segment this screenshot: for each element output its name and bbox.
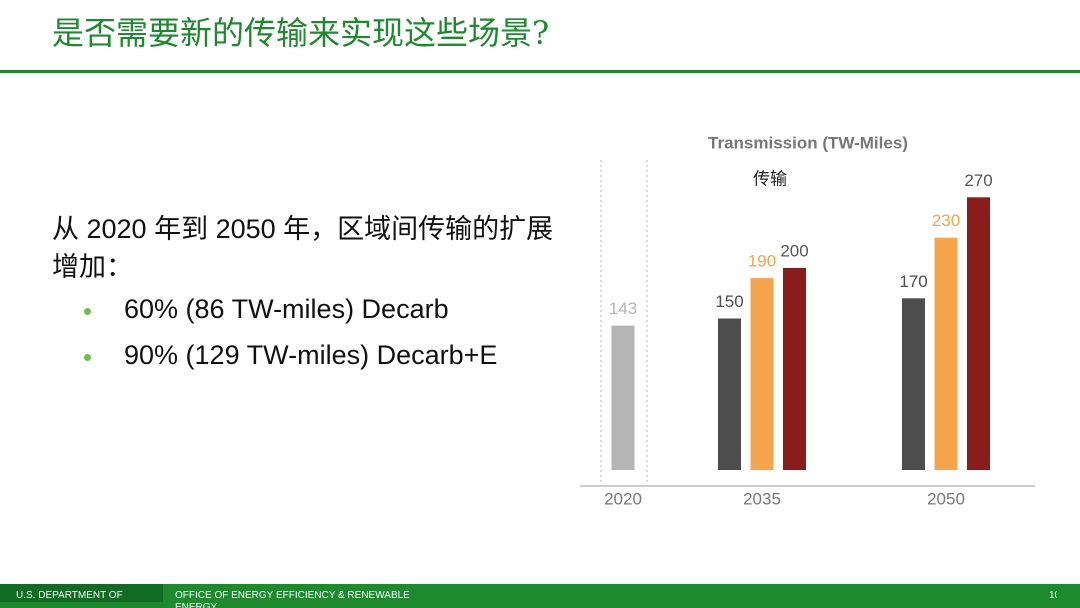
data-label: 150 [715,292,743,311]
data-label: 200 [780,241,808,260]
x-tick-label: 2020 [604,489,642,508]
data-label: 190 [748,252,776,271]
x-tick-label: 2050 [927,489,965,508]
bar [902,298,925,470]
data-label: 143 [609,299,637,318]
footer: U.S. DEPARTMENT OF ENERGY OFFICE OF ENER… [0,584,1080,608]
data-label: 270 [964,171,992,190]
chart-title: Transmission (TW-Miles) [708,133,908,152]
annotation: 传输 [753,169,787,188]
title-rule [0,70,1080,73]
footer-center: OFFICE OF ENERGY EFFICIENCY & RENEWABLE … [175,590,410,608]
data-label: 230 [932,211,960,230]
bar [611,325,635,470]
slide-title: 是否需要新的传输来实现这些场景? [52,14,550,52]
bar [967,197,990,471]
bullet: 60% (86 TW-miles) Decarb [82,294,497,340]
footer-left: U.S. DEPARTMENT OF ENERGY [0,584,163,602]
bar [718,318,741,470]
bullet-list: 60% (86 TW-miles) Decarb 90% (129 TW-mil… [82,294,497,386]
data-label: 170 [899,272,927,291]
x-tick-label: 2035 [743,489,781,508]
bar [934,237,958,470]
chart: Transmission (TW-Miles) 传输 2020 143 2035 15… [580,133,1035,508]
intro-text: 从 2020 年到 2050 年，区域间传输的扩展增加： [52,214,554,282]
page-number: 10 [1049,590,1057,601]
bar [783,268,806,470]
bullet: 90% (129 TW-miles) Decarb+E [82,340,497,386]
bar [750,278,774,470]
